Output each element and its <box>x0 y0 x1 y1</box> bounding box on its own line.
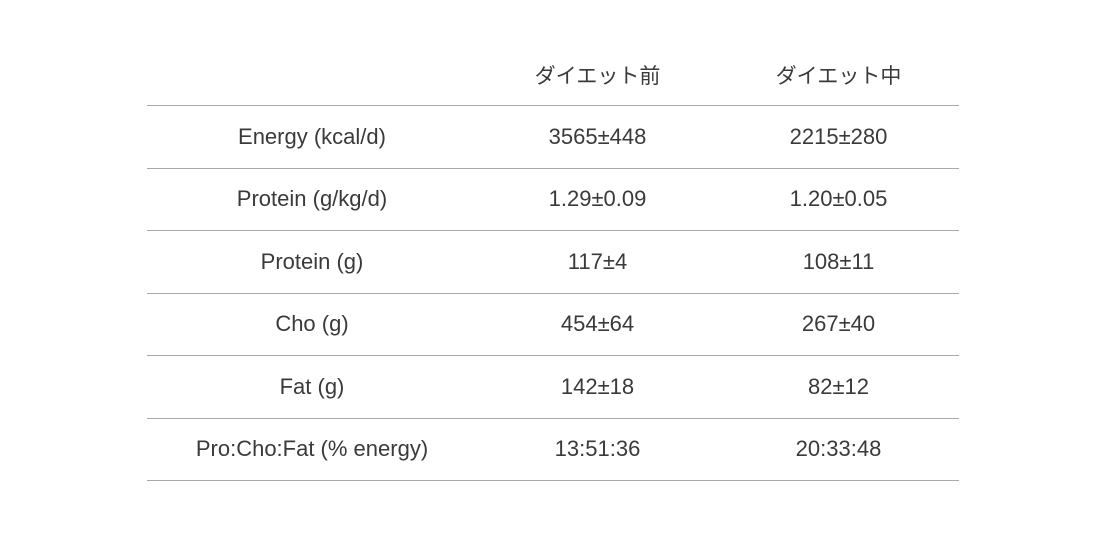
during-value: 20:33:48 <box>718 418 959 481</box>
header-before-diet: ダイエット前 <box>477 44 718 106</box>
during-value: 1.20±0.05 <box>718 168 959 231</box>
before-value: 117±4 <box>477 230 718 294</box>
table-row: Protein (g/kg/d) 1.29±0.09 1.20±0.05 <box>147 168 959 231</box>
before-value: 142±18 <box>477 355 718 419</box>
header-blank-cell <box>147 44 477 106</box>
before-value: 13:51:36 <box>477 418 718 481</box>
during-value: 82±12 <box>718 355 959 419</box>
table-row: Fat (g) 142±18 82±12 <box>147 355 959 419</box>
during-value: 108±11 <box>718 230 959 294</box>
row-label: Fat (g) <box>147 355 477 419</box>
during-value: 2215±280 <box>718 105 959 169</box>
table-row: Pro:Cho:Fat (% energy) 13:51:36 20:33:48 <box>147 418 959 481</box>
row-label: Energy (kcal/d) <box>147 105 477 169</box>
before-value: 1.29±0.09 <box>477 168 718 231</box>
header-during-diet: ダイエット中 <box>718 44 959 106</box>
row-label: Cho (g) <box>147 293 477 356</box>
table-row: Energy (kcal/d) 3565±448 2215±280 <box>147 105 959 169</box>
nutrition-table: ダイエット前 ダイエット中 Energy (kcal/d) 3565±448 2… <box>147 44 959 481</box>
table-row: Cho (g) 454±64 267±40 <box>147 293 959 356</box>
before-value: 454±64 <box>477 293 718 356</box>
during-value: 267±40 <box>718 293 959 356</box>
table-header: ダイエット前 ダイエット中 <box>147 44 959 106</box>
row-label: Protein (g/kg/d) <box>147 168 477 231</box>
table-row: Protein (g) 117±4 108±11 <box>147 230 959 294</box>
row-label: Protein (g) <box>147 230 477 294</box>
row-label: Pro:Cho:Fat (% energy) <box>147 418 477 481</box>
header-row: ダイエット前 ダイエット中 <box>147 44 959 106</box>
nutrition-table-container: ダイエット前 ダイエット中 Energy (kcal/d) 3565±448 2… <box>147 44 959 481</box>
table-body: Energy (kcal/d) 3565±448 2215±280 Protei… <box>147 105 959 481</box>
before-value: 3565±448 <box>477 105 718 169</box>
